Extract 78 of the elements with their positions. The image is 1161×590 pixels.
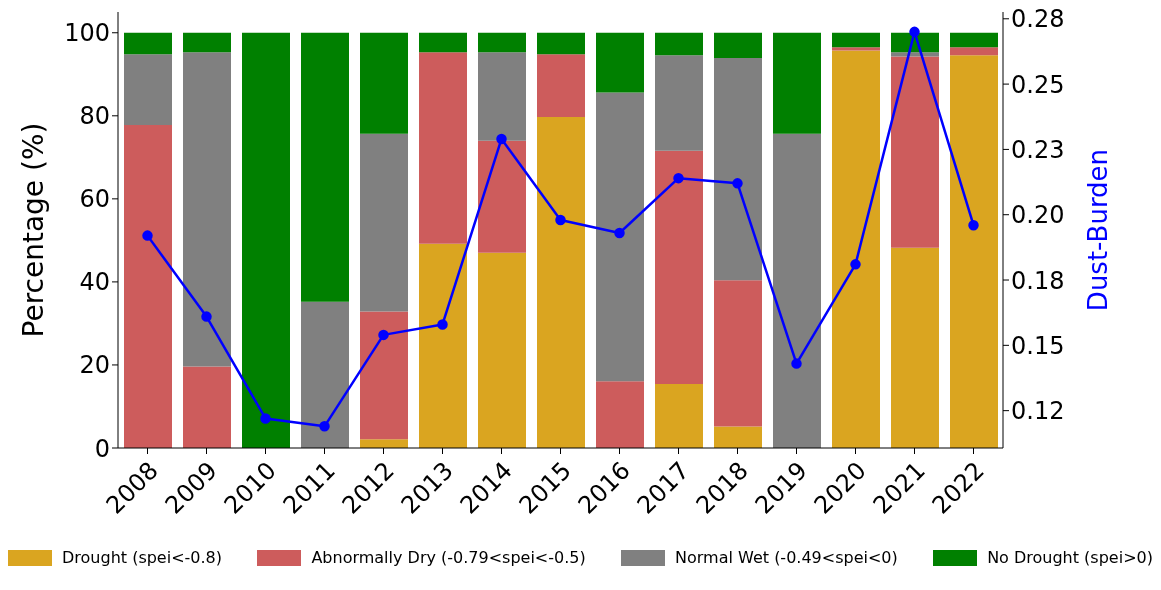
bar bbox=[360, 439, 408, 448]
bar bbox=[773, 32, 821, 134]
point bbox=[614, 227, 625, 239]
point bbox=[673, 172, 684, 184]
bar bbox=[242, 32, 290, 448]
bar bbox=[183, 32, 231, 53]
bar bbox=[714, 32, 762, 59]
bar bbox=[419, 32, 467, 53]
bar bbox=[124, 54, 172, 125]
point bbox=[260, 413, 271, 424]
bar bbox=[360, 32, 408, 134]
bar bbox=[596, 92, 644, 382]
y2-tick-label: 0.15 bbox=[1011, 331, 1065, 360]
bar bbox=[891, 56, 939, 248]
bar bbox=[655, 150, 703, 385]
bar bbox=[183, 52, 231, 367]
bar bbox=[773, 133, 821, 448]
bar bbox=[537, 54, 585, 118]
y2-tick-label: 0.28 bbox=[1011, 5, 1065, 34]
legend-label: Abnormally Dry (-0.79<spei<-0.5) bbox=[311, 548, 586, 567]
point bbox=[437, 319, 448, 330]
legend-label: No Drought (spei>0) bbox=[987, 548, 1153, 567]
bar bbox=[301, 32, 349, 302]
bar bbox=[301, 301, 349, 448]
y-tick-label: 80 bbox=[79, 102, 110, 131]
bar bbox=[714, 426, 762, 448]
bar bbox=[832, 47, 880, 51]
bar bbox=[478, 52, 526, 141]
point bbox=[968, 219, 979, 231]
point bbox=[201, 311, 212, 322]
bar bbox=[832, 32, 880, 48]
bar bbox=[478, 32, 526, 53]
bar bbox=[950, 55, 998, 448]
y2-tick-label: 0.18 bbox=[1011, 266, 1065, 295]
bar bbox=[183, 366, 231, 448]
y2-axis-title: Dust-Burden bbox=[1083, 148, 1114, 312]
bar bbox=[419, 243, 467, 448]
bar bbox=[950, 32, 998, 48]
point bbox=[142, 230, 153, 241]
bar bbox=[478, 252, 526, 448]
bar bbox=[537, 117, 585, 448]
bar bbox=[596, 32, 644, 93]
bar bbox=[478, 140, 526, 253]
bar bbox=[891, 247, 939, 448]
y-tick-label: 40 bbox=[79, 268, 110, 297]
y-tick-label: 100 bbox=[64, 19, 110, 48]
legend-label: Normal Wet (-0.49<spei<0) bbox=[675, 548, 898, 567]
bar bbox=[596, 381, 644, 448]
point bbox=[319, 421, 330, 432]
y2-tick-label: 0.20 bbox=[1011, 201, 1065, 230]
y2-tick-label: 0.25 bbox=[1011, 70, 1065, 99]
bar bbox=[832, 50, 880, 448]
point bbox=[732, 178, 743, 189]
bar bbox=[419, 52, 467, 244]
bar bbox=[950, 47, 998, 56]
bar bbox=[714, 58, 762, 281]
y-axis-title: Percentage (%) bbox=[16, 122, 50, 338]
bar bbox=[360, 133, 408, 312]
y-tick-label: 0 bbox=[94, 434, 110, 463]
bar bbox=[124, 124, 172, 448]
legend-label: Drought (spei<-0.8) bbox=[62, 548, 223, 567]
bar bbox=[655, 32, 703, 56]
y-tick-label: 60 bbox=[79, 185, 110, 214]
point bbox=[791, 358, 802, 369]
y2-tick-label: 0.23 bbox=[1011, 135, 1065, 164]
bar bbox=[360, 311, 408, 440]
point bbox=[555, 214, 566, 226]
point bbox=[850, 259, 861, 270]
y-tick-label: 20 bbox=[79, 351, 110, 380]
point bbox=[909, 26, 920, 38]
y2-tick-label: 0.12 bbox=[1011, 397, 1065, 426]
point bbox=[378, 329, 389, 341]
bar bbox=[655, 55, 703, 151]
point bbox=[496, 133, 507, 145]
bar bbox=[124, 32, 172, 55]
bar bbox=[655, 384, 703, 448]
bar bbox=[714, 280, 762, 427]
bar bbox=[537, 32, 585, 55]
